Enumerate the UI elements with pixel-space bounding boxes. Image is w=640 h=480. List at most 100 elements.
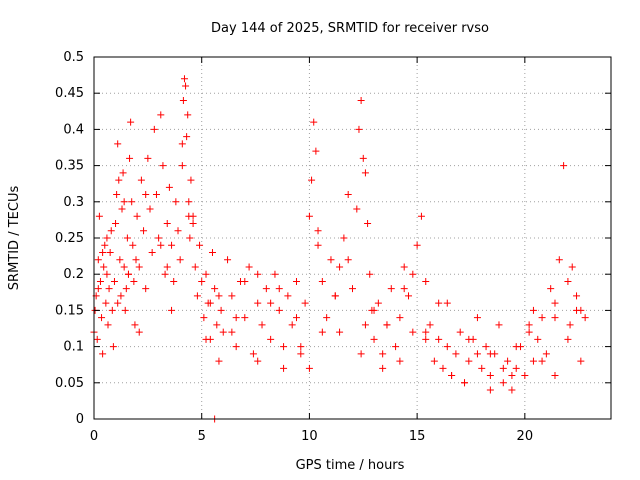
data-point: [196, 241, 204, 249]
data-point: [461, 379, 469, 387]
data-point: [456, 328, 464, 336]
data-point: [349, 285, 356, 293]
data-point: [109, 343, 117, 351]
y-tick-label: 0.5: [63, 50, 84, 65]
data-point: [146, 205, 154, 213]
data-point: [174, 227, 182, 235]
data-point: [417, 212, 425, 220]
data-point: [551, 299, 559, 307]
data-point: [228, 292, 236, 300]
data-point: [435, 299, 443, 307]
data-point: [241, 314, 249, 322]
data-point: [443, 343, 451, 351]
data-point: [131, 321, 139, 329]
data-point: [405, 292, 413, 300]
grid-lines: [94, 57, 611, 419]
data-point: [473, 350, 481, 358]
data-point: [202, 270, 210, 278]
x-tick-label: 20: [517, 429, 534, 444]
data-point: [228, 328, 236, 336]
data-point: [129, 241, 137, 249]
data-point: [96, 277, 104, 285]
data-point: [262, 285, 270, 293]
data-point: [310, 118, 318, 126]
data-point: [176, 256, 184, 264]
data-point: [486, 386, 494, 394]
data-point: [142, 191, 150, 199]
data-point: [318, 328, 326, 336]
data-point: [249, 350, 257, 358]
data-point: [308, 176, 316, 184]
data-point: [185, 198, 193, 206]
data-point: [379, 364, 387, 372]
data-point: [144, 154, 152, 162]
data-point: [435, 335, 443, 343]
data-point: [538, 314, 546, 322]
data-point: [123, 234, 131, 242]
data-point: [135, 263, 143, 271]
data-point: [98, 314, 106, 322]
data-point: [182, 82, 190, 90]
data-point: [305, 212, 313, 220]
data-point: [106, 248, 114, 256]
data-point: [163, 263, 171, 271]
data-point: [95, 212, 103, 220]
data-point: [157, 241, 165, 249]
data-point: [280, 343, 288, 351]
data-point: [232, 314, 240, 322]
data-point: [101, 241, 109, 249]
data-point: [217, 306, 225, 314]
data-point: [152, 191, 160, 199]
data-point: [187, 176, 195, 184]
data-point: [465, 335, 473, 343]
data-point: [573, 292, 581, 300]
data-point: [353, 205, 361, 213]
data-point: [383, 321, 391, 329]
data-point: [499, 364, 507, 372]
data-point: [486, 372, 494, 380]
data-point: [336, 263, 344, 271]
data-point: [379, 350, 387, 358]
data-point: [254, 270, 262, 278]
y-tick-label: 0.45: [55, 86, 84, 101]
data-point: [542, 350, 550, 358]
data-point: [94, 256, 102, 264]
y-tick-label: 0.05: [55, 376, 84, 391]
y-tick-label: 0.2: [63, 267, 84, 282]
data-point: [448, 372, 456, 380]
data-points: [90, 75, 589, 423]
data-point: [245, 263, 253, 271]
data-point: [108, 306, 116, 314]
data-point: [140, 227, 148, 235]
data-point: [422, 335, 430, 343]
data-point: [191, 263, 199, 271]
data-point: [396, 357, 404, 365]
data-point: [110, 277, 118, 285]
data-point: [254, 357, 262, 365]
data-point: [288, 321, 296, 329]
data-point: [133, 212, 141, 220]
data-point: [370, 306, 378, 314]
data-point: [122, 285, 130, 293]
data-point: [120, 198, 128, 206]
data-point: [150, 125, 158, 133]
data-point: [211, 285, 219, 293]
y-tick-label: 0.35: [55, 159, 84, 174]
data-point: [512, 343, 520, 351]
data-point: [215, 292, 223, 300]
data-point: [361, 321, 369, 329]
plot-frame: [93, 56, 612, 420]
data-point: [512, 364, 520, 372]
y-tick-label: 0: [76, 412, 84, 427]
data-point: [163, 220, 171, 228]
x-tick-label: 5: [198, 429, 206, 444]
data-point: [314, 227, 322, 235]
data-point: [102, 299, 110, 307]
data-point: [452, 350, 460, 358]
data-point: [118, 205, 126, 213]
data-point: [159, 162, 167, 170]
data-point: [275, 285, 283, 293]
data-point: [208, 248, 216, 256]
data-point: [529, 306, 537, 314]
